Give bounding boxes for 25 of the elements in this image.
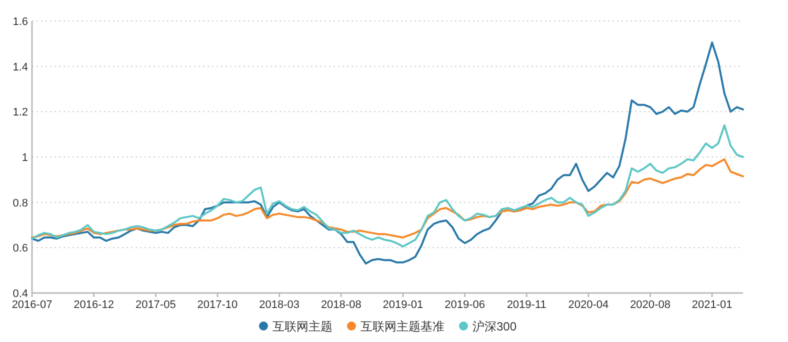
legend-label: 沪深300	[472, 320, 517, 334]
x-tick-label: 2018-08	[320, 299, 362, 311]
x-tick-label: 2018-03	[259, 299, 300, 311]
y-tick-label: 1	[22, 152, 28, 164]
line-series	[31, 42, 744, 265]
x-tick-label: 2019-06	[444, 299, 485, 311]
x-tick-label: 2016-07	[12, 299, 52, 311]
x-tick-label: 2020-04	[568, 299, 609, 311]
line-series	[31, 158, 744, 238]
x-tick-label: 2019-01	[382, 299, 424, 311]
y-tick-label: 1.6	[12, 16, 28, 28]
y-tick-label: 1.2	[12, 106, 28, 119]
x-tick-label: 2017-05	[135, 299, 176, 311]
y-tick-label: 0.6	[12, 242, 28, 255]
y-tick-label: 0.8	[12, 197, 28, 210]
y-tick-label: 1.4	[12, 61, 28, 74]
y-tick-label: 0.4	[12, 288, 28, 300]
x-tick-label: 2019-11	[506, 299, 546, 311]
x-tick-label: 2020-08	[630, 299, 670, 311]
line-series	[31, 124, 744, 248]
x-tick-label: 2017-10	[197, 299, 238, 311]
x-tick-label: 2021-01	[692, 299, 732, 311]
x-tick-label: 2016-12	[74, 299, 114, 311]
legend-label: 互联网主题基准	[360, 320, 444, 334]
legend-label: 互联网主题	[272, 320, 332, 334]
